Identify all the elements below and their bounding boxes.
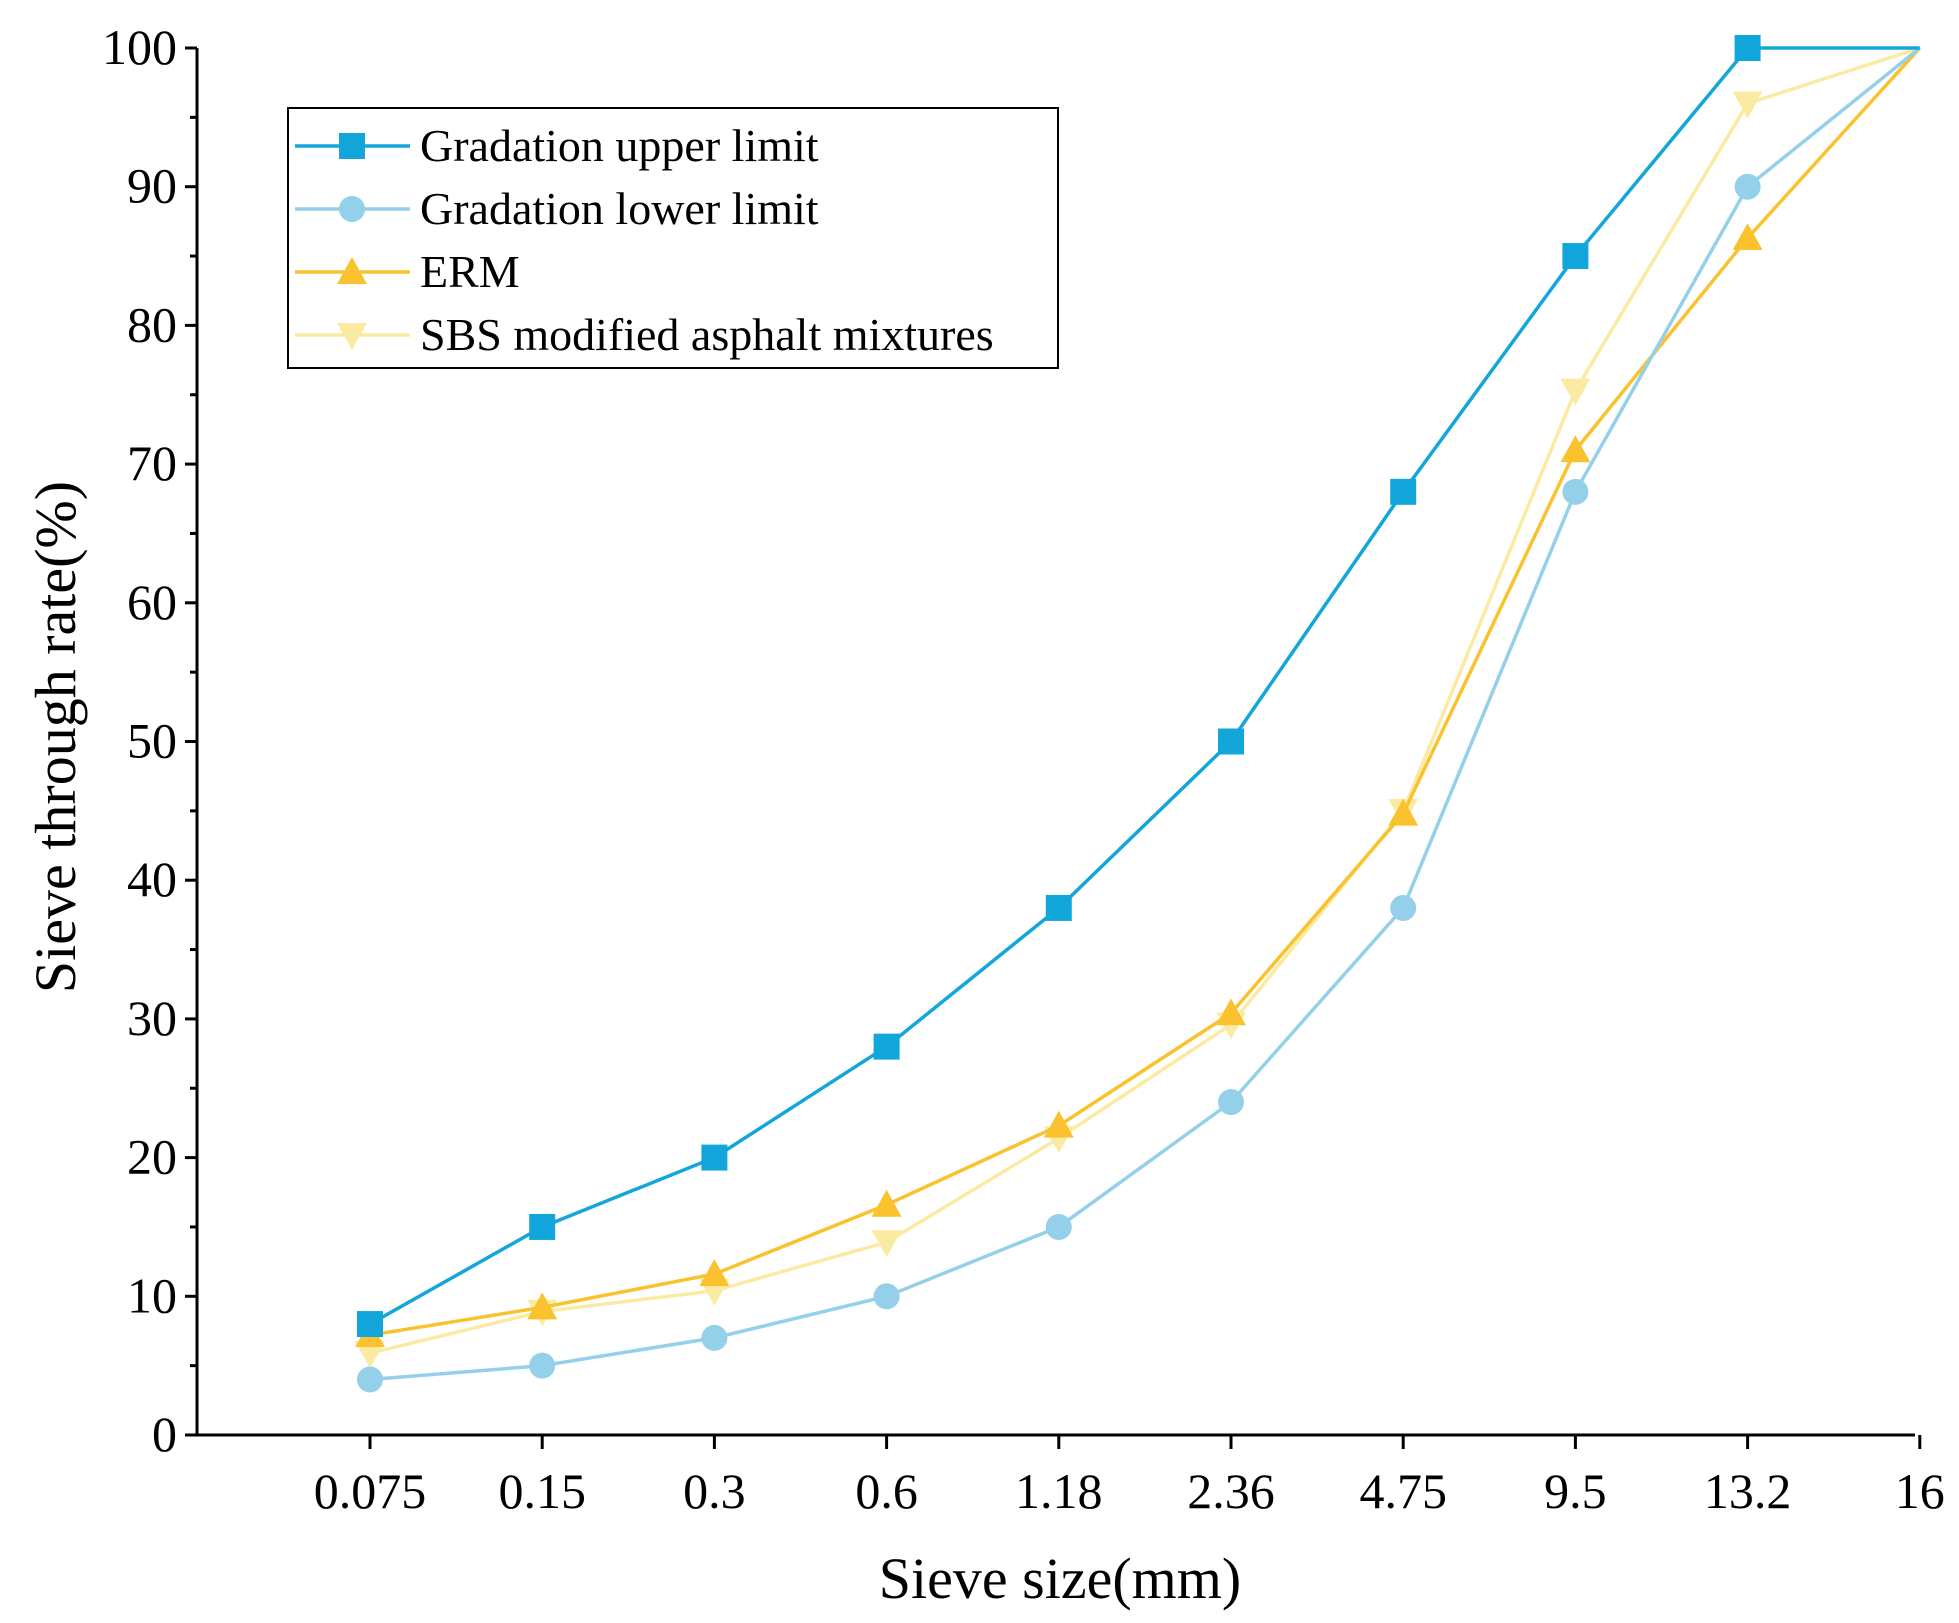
data-point xyxy=(1390,894,1417,921)
x-axis-title: Sieve size(mm) xyxy=(879,1546,1241,1611)
data-point xyxy=(1560,435,1591,463)
data-point xyxy=(1045,1213,1072,1240)
y-tick-label: 90 xyxy=(127,158,177,214)
data-point xyxy=(357,1366,383,1393)
x-tick-label: 0.3 xyxy=(683,1463,746,1519)
data-point xyxy=(871,1230,902,1258)
data-point xyxy=(1043,1110,1074,1138)
legend-label: Gradation upper limit xyxy=(420,120,819,171)
data-point xyxy=(1388,798,1419,826)
data-point xyxy=(701,1324,728,1351)
legend-swatch-marker xyxy=(337,323,367,350)
data-point xyxy=(527,1292,558,1320)
y-tick-label: 0 xyxy=(152,1406,177,1462)
y-tick-label: 50 xyxy=(127,713,177,769)
x-tick-label: 2.36 xyxy=(1187,1463,1275,1519)
series-circle xyxy=(357,46,1921,1393)
y-tick-label: 60 xyxy=(127,574,177,630)
x-tick-label: 9.5 xyxy=(1544,1463,1607,1519)
y-tick-label: 20 xyxy=(127,1129,177,1185)
legend-swatch-marker xyxy=(337,257,367,284)
series-line xyxy=(369,46,1922,1337)
x-tick-label: 0.6 xyxy=(855,1463,918,1519)
series-line xyxy=(369,46,1920,1326)
x-tick-label: 1.18 xyxy=(1015,1463,1103,1519)
series-triangle-up xyxy=(355,46,1922,1348)
data-point xyxy=(873,1283,900,1310)
legend-label: SBS modified asphalt mixtures xyxy=(420,309,994,360)
x-tick-label: 0.075 xyxy=(314,1463,427,1519)
data-point xyxy=(1732,91,1763,119)
data-point xyxy=(1218,1089,1244,1116)
x-tick-label: 16 xyxy=(1895,1463,1945,1519)
legend-box xyxy=(287,107,1059,369)
y-tick-label: 40 xyxy=(127,851,177,907)
legend-swatch-marker xyxy=(339,196,365,222)
y-tick-label: 80 xyxy=(127,296,177,352)
data-point xyxy=(1562,243,1589,270)
legend-label: ERM xyxy=(420,246,520,297)
data-point xyxy=(871,1189,902,1217)
data-point xyxy=(1732,223,1763,250)
data-point xyxy=(1218,728,1244,755)
data-point xyxy=(1560,378,1591,406)
legend-swatch-marker xyxy=(339,133,365,159)
axis-ticks: 0 10 20 30 40 50 60 70 80 90 100 0.075 0.15 0.3 0.6 1.1… xyxy=(102,19,1945,1519)
data-point xyxy=(1734,173,1761,200)
y-tick-label: 30 xyxy=(127,990,177,1046)
data-point xyxy=(1562,478,1589,505)
data-point xyxy=(1734,35,1761,61)
legend: Gradation upper limit Gradation lower lim… xyxy=(287,107,1059,369)
data-point xyxy=(529,1213,556,1240)
x-tick-label: 4.75 xyxy=(1359,1463,1447,1519)
series-line xyxy=(369,46,1921,1355)
x-tick-label: 0.15 xyxy=(498,1463,586,1519)
series-square xyxy=(357,35,1920,1338)
data-point xyxy=(699,1259,730,1287)
y-tick-label: 70 xyxy=(127,435,177,491)
series-layer xyxy=(355,35,1922,1393)
y-tick-label: 10 xyxy=(127,1267,177,1323)
data-point xyxy=(355,1341,385,1369)
legend-label: Gradation lower limit xyxy=(420,183,819,234)
data-point xyxy=(529,1352,556,1379)
y-axis-title: Sieve through rate(%) xyxy=(23,481,88,993)
data-point xyxy=(1390,478,1417,505)
y-tick-label: 100 xyxy=(102,19,177,75)
data-point xyxy=(1216,998,1246,1026)
data-point xyxy=(1045,894,1072,921)
data-point xyxy=(873,1033,900,1060)
series-line xyxy=(369,46,1921,1382)
data-point xyxy=(701,1144,728,1171)
x-tick-label: 13.2 xyxy=(1704,1463,1792,1519)
data-point xyxy=(357,1311,383,1338)
